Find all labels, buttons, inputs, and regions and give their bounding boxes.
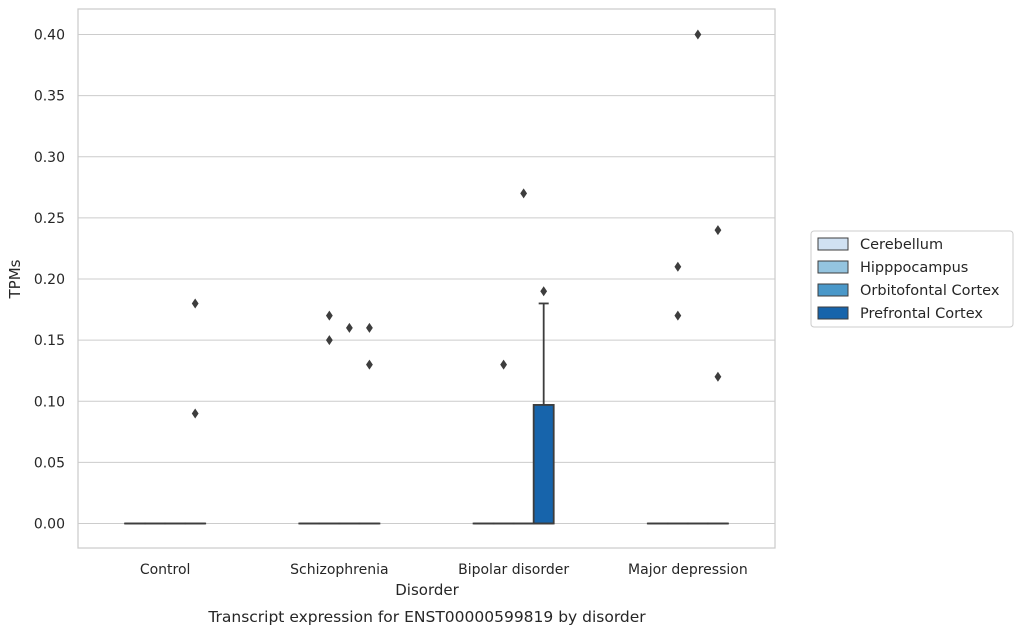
outlier-point	[366, 359, 373, 370]
x-tick-label: Schizophrenia	[290, 562, 388, 578]
y-tick-label: 0.35	[34, 89, 65, 105]
x-tick-label: Control	[140, 562, 191, 578]
box-group	[318, 310, 341, 525]
legend-swatch	[817, 260, 849, 274]
outlier-point	[191, 298, 199, 309]
box-group	[184, 298, 207, 525]
outlier-point	[366, 322, 373, 333]
y-tick-label: 0.10	[34, 394, 65, 410]
legend-label: Cerebellum	[860, 237, 943, 253]
box-group	[686, 29, 709, 525]
box-marks	[124, 29, 729, 525]
box	[532, 404, 555, 525]
outlier-point	[345, 322, 353, 333]
legend-label: Orbitofontal Cortex	[860, 283, 1000, 299]
outlier-point	[714, 371, 722, 382]
box-group	[707, 225, 729, 525]
y-tick-label: 0.30	[34, 150, 65, 166]
outlier-point	[694, 29, 702, 40]
x-tick-labels: Control Schizophrenia Bipolar disorder Majo…	[140, 562, 748, 578]
outlier-point	[714, 225, 722, 236]
legend-frame	[810, 230, 1014, 328]
y-axis-label: TPMs	[6, 259, 24, 299]
box-group	[492, 359, 515, 525]
x-tick-label: Bipolar disorder	[458, 562, 569, 578]
legend: Cerebellum Hipppocampus Orbitofontal Corte…	[810, 230, 1014, 328]
x-axis-label: Disorder	[395, 581, 459, 599]
legend-swatch	[817, 283, 849, 297]
outlier-point	[325, 310, 333, 321]
box-group	[338, 322, 361, 525]
outlier-point	[520, 188, 528, 199]
gridlines	[78, 33, 775, 525]
legend-label: Prefrontal Cortex	[860, 306, 983, 322]
box-group	[666, 261, 689, 525]
outlier-point	[500, 359, 508, 370]
y-tick-label: 0.15	[34, 333, 65, 349]
y-tick-labels: 0.00 0.05 0.10 0.15 0.20 0.25 0.30 0.35 0.40	[34, 28, 65, 533]
y-tick-label: 0.40	[34, 28, 65, 44]
outlier-point	[191, 408, 199, 419]
x-tick-label: Major depression	[628, 562, 748, 578]
y-tick-label: 0.00	[34, 517, 65, 533]
outlier-point	[325, 335, 333, 346]
y-tick-label: 0.25	[34, 211, 65, 227]
y-tick-label: 0.20	[34, 272, 65, 288]
outlier-point	[674, 310, 682, 321]
box-group	[512, 188, 535, 525]
y-tick-label: 0.05	[34, 455, 65, 471]
legend-items: Cerebellum Hipppocampus Orbitofontal Corte…	[817, 237, 1000, 322]
box-group	[532, 286, 555, 525]
outlier-point	[540, 286, 548, 297]
plot-frame	[77, 8, 776, 549]
legend-swatch	[817, 306, 849, 320]
box-group	[358, 322, 381, 525]
legend-swatch	[817, 237, 849, 251]
legend-label: Hipppocampus	[860, 260, 968, 276]
outlier-point	[674, 261, 682, 272]
chart-caption: Transcript expression for ENST0000059981…	[207, 608, 646, 626]
